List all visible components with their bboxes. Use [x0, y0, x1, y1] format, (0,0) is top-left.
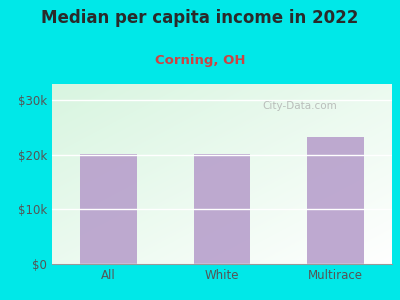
Bar — [194, 154, 250, 264]
Bar — [307, 137, 364, 264]
Text: Median per capita income in 2022: Median per capita income in 2022 — [41, 9, 359, 27]
Text: City-Data.com: City-Data.com — [263, 100, 338, 111]
Text: Corning, OH: Corning, OH — [155, 54, 245, 67]
Bar — [80, 154, 137, 264]
